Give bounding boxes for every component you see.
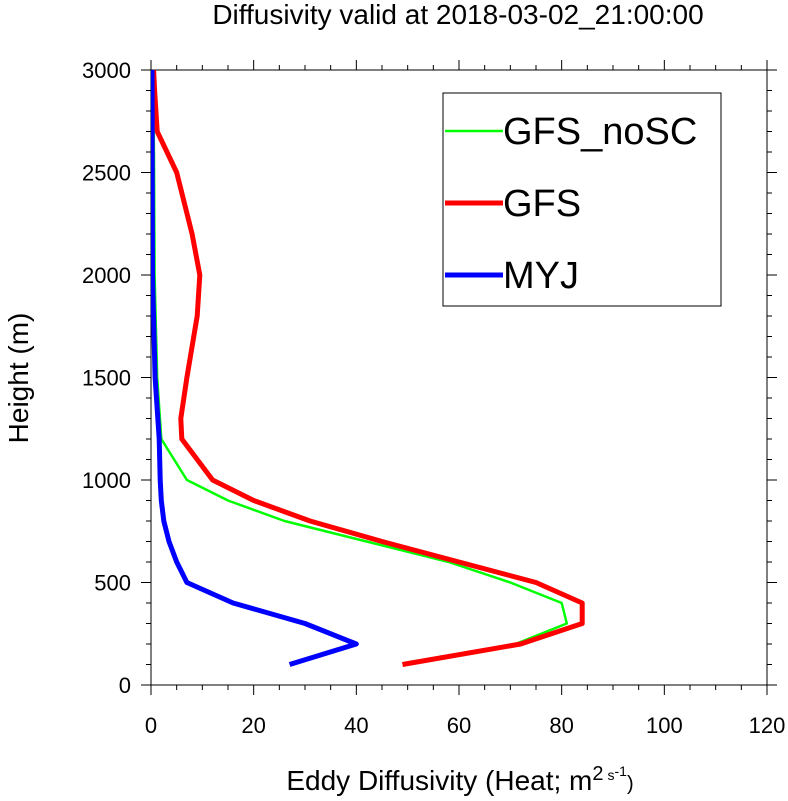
x-tick-label: 120 — [749, 713, 786, 738]
x-tick-label: 20 — [241, 713, 265, 738]
legend: GFS_noSC GFS MYJ — [442, 92, 722, 307]
x-tick-label: 60 — [447, 713, 471, 738]
chart-title: Diffusivity valid at 2018-03-02_21:00:00 — [212, 0, 703, 30]
y-tick-label: 0 — [119, 673, 131, 698]
y-tick-label: 1000 — [82, 468, 131, 493]
y-tick-label: 500 — [94, 571, 131, 596]
legend-label-gfs: GFS — [503, 183, 581, 225]
legend-label-gfs-nosc: GFS_noSC — [503, 111, 697, 153]
y-tick-label: 2000 — [82, 263, 131, 288]
legend-label-myj: MYJ — [503, 255, 579, 297]
x-axis-label-s: s — [608, 767, 615, 783]
series-line-gfs — [151, 70, 585, 667]
y-tick-label: 3000 — [82, 58, 131, 83]
x-tick-label: 0 — [145, 713, 157, 738]
series-line-myj — [151, 70, 359, 667]
y-axis-label: Height (m) — [3, 313, 34, 444]
y-tick-label: 2500 — [82, 161, 131, 186]
plot-area: 0 20 40 60 80 100 120 0 500 1000 1500 2000 2500 3000 — [82, 58, 785, 738]
x-tick-label: 40 — [344, 713, 368, 738]
x-axis-label-sup2: -1 — [615, 763, 628, 779]
x-tick-label: 100 — [646, 713, 683, 738]
legend-box — [442, 92, 722, 307]
series-group — [151, 70, 585, 667]
x-tick-label: 80 — [549, 713, 573, 738]
x-axis-label: Eddy Diffusivity (Heat; m2 s-1) — [286, 763, 633, 796]
x-axis-label-sup1: 2 — [592, 763, 603, 785]
x-axis-label-close: ) — [627, 773, 634, 795]
x-axis-label-main: Eddy Diffusivity (Heat; m — [286, 765, 592, 796]
y-tick-label: 1500 — [82, 366, 131, 391]
